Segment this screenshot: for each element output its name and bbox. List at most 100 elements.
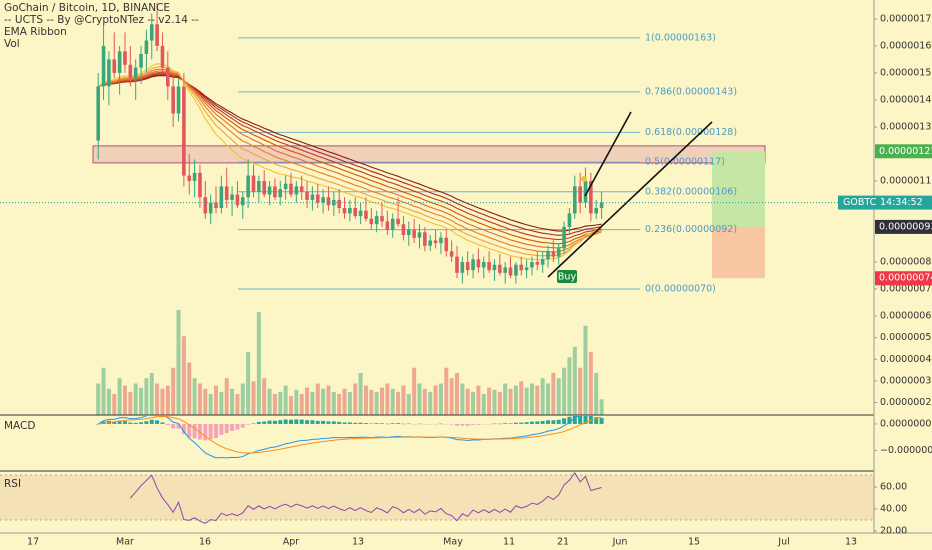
volume-bar <box>385 383 390 415</box>
macd-histogram <box>567 416 572 424</box>
candle-body <box>273 186 277 198</box>
candle-body <box>578 186 582 203</box>
volume-bar <box>315 383 320 415</box>
volume-bar <box>529 383 534 415</box>
candle-body <box>546 251 550 260</box>
macd-histogram <box>347 422 352 424</box>
macd-histogram <box>390 423 395 424</box>
macd-histogram <box>454 423 459 426</box>
candle-body <box>283 183 288 190</box>
macd-histogram <box>385 423 390 425</box>
y-tick-label: 0.00000170 <box>880 13 932 24</box>
volume-bar <box>374 391 379 415</box>
candle-body <box>182 86 186 176</box>
volume-bar <box>487 387 492 415</box>
y-tick-label: 0.00000060 <box>880 311 932 322</box>
y-tick-label: 0.00000044 <box>880 354 932 365</box>
volume-bar <box>492 389 497 415</box>
macd-line <box>97 416 581 459</box>
y-tick-label: 0.00000028 <box>880 397 932 408</box>
candle-body <box>315 194 320 203</box>
volume-bar <box>369 389 374 415</box>
candle-body <box>166 67 170 87</box>
volume-bar <box>535 385 540 415</box>
macd-histogram <box>460 423 465 426</box>
volume-bar <box>460 383 465 415</box>
indicator-label: EMA Ribbon <box>4 26 67 38</box>
candle-body <box>583 180 588 203</box>
volume-bar <box>214 385 219 415</box>
candle-body <box>423 232 427 246</box>
macd-histogram <box>406 423 411 425</box>
candle-body <box>498 264 502 273</box>
volume-bar <box>540 378 545 415</box>
signal-dot <box>581 176 587 182</box>
volume-bar <box>433 385 438 415</box>
macd-histogram <box>251 423 256 425</box>
candle-body <box>412 229 416 238</box>
volume-bar <box>417 383 422 415</box>
macd-histogram <box>203 423 208 441</box>
candle-body <box>251 175 256 192</box>
macd-histogram <box>438 423 443 425</box>
macd-histogram <box>519 422 524 424</box>
candle-body <box>508 267 513 276</box>
volume-bar <box>197 383 202 415</box>
fib-label: 1(0.00000163) <box>645 32 716 43</box>
candle-body <box>128 64 133 79</box>
volume-bar <box>235 394 240 415</box>
macd-histogram <box>417 423 422 425</box>
volume-bar <box>299 394 304 415</box>
x-tick-label: 13 <box>845 537 857 548</box>
y-tick-label: 0.00000140 <box>880 94 932 105</box>
candle-body <box>444 237 449 252</box>
candle-body <box>428 240 433 246</box>
volume-bar <box>310 391 315 415</box>
candle-body <box>214 202 218 208</box>
volume-bar <box>358 373 363 415</box>
macd-histogram <box>139 422 144 424</box>
target-tag <box>875 144 932 159</box>
macd-histogram <box>326 421 331 424</box>
volume-bar <box>476 385 481 415</box>
volume-bar <box>192 378 197 415</box>
buy-label: Buy <box>558 272 577 283</box>
volume-bar <box>139 387 144 415</box>
candle-body <box>471 259 475 271</box>
macd-histogram <box>214 423 219 439</box>
macd-histogram <box>492 423 497 425</box>
macd-histogram <box>331 421 336 424</box>
volume-bar <box>176 310 181 415</box>
volume-bar <box>551 373 556 415</box>
volume-bar <box>278 391 283 415</box>
macd-histogram <box>358 422 363 424</box>
macd-histogram <box>272 420 277 424</box>
candle-body <box>562 226 566 249</box>
volume-bar <box>294 389 299 415</box>
candle-body <box>321 197 325 203</box>
macd-histogram <box>305 420 310 424</box>
symbol-tag: GOBTC <box>843 197 877 208</box>
candle-body <box>149 24 154 41</box>
macd-histogram <box>465 423 470 426</box>
candle-body <box>230 194 234 200</box>
volume-bar <box>406 394 411 415</box>
candle-body <box>465 262 470 271</box>
macd-histogram <box>133 422 138 424</box>
volume-bar <box>503 383 508 415</box>
x-tick-label: 21 <box>557 537 569 548</box>
volume-bar <box>112 394 117 415</box>
rsi-band <box>0 475 874 520</box>
candle-body <box>594 208 599 214</box>
volume-bar <box>240 383 245 415</box>
chart-title: GoChain / Bitcoin, 1D, BINANCE <box>4 2 170 14</box>
y-tick-label: 0.00000150 <box>880 67 932 78</box>
x-tick-label: Jul <box>777 537 789 548</box>
volume-bar <box>353 383 358 415</box>
volume-bar <box>599 399 604 415</box>
volume-bar <box>122 385 127 415</box>
candle-body <box>310 194 315 200</box>
candle-body <box>492 264 497 271</box>
macd-histogram <box>422 423 427 425</box>
fib-label: 0.786(0.00000143) <box>645 86 737 97</box>
